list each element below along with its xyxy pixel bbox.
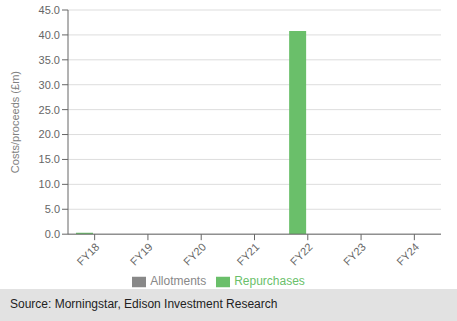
- svg-text:FY18: FY18: [74, 241, 101, 268]
- svg-text:45.0: 45.0: [39, 4, 60, 16]
- svg-text:35.0: 35.0: [39, 54, 60, 66]
- svg-text:20.0: 20.0: [39, 128, 60, 140]
- html-text:Source: Morningstar, Edison In: Source: Morningstar, Edison Investment R…: [10, 297, 278, 311]
- svg-text:FY21: FY21: [234, 241, 261, 268]
- svg-text:40.0: 40.0: [39, 29, 60, 41]
- svg-text:FY19: FY19: [128, 241, 155, 268]
- svg-text:0.0: 0.0: [45, 228, 60, 240]
- svg-text:5.0: 5.0: [45, 203, 60, 215]
- svg-text:10.0: 10.0: [39, 178, 60, 190]
- html-text:Allotments: Allotments: [150, 274, 207, 289]
- html-text:Repurchases: Repurchases: [234, 274, 305, 289]
- svg-text:25.0: 25.0: [39, 104, 60, 116]
- svg-text:15.0: 15.0: [39, 153, 60, 165]
- svg-text:Costs/proceeds (£m): Costs/proceeds (£m): [9, 71, 21, 173]
- svg-text:30.0: 30.0: [39, 79, 60, 91]
- svg-text:FY22: FY22: [288, 241, 315, 268]
- svg-text:FY23: FY23: [341, 241, 368, 268]
- svg-text:FY20: FY20: [181, 241, 208, 268]
- svg-text:FY24: FY24: [394, 241, 421, 268]
